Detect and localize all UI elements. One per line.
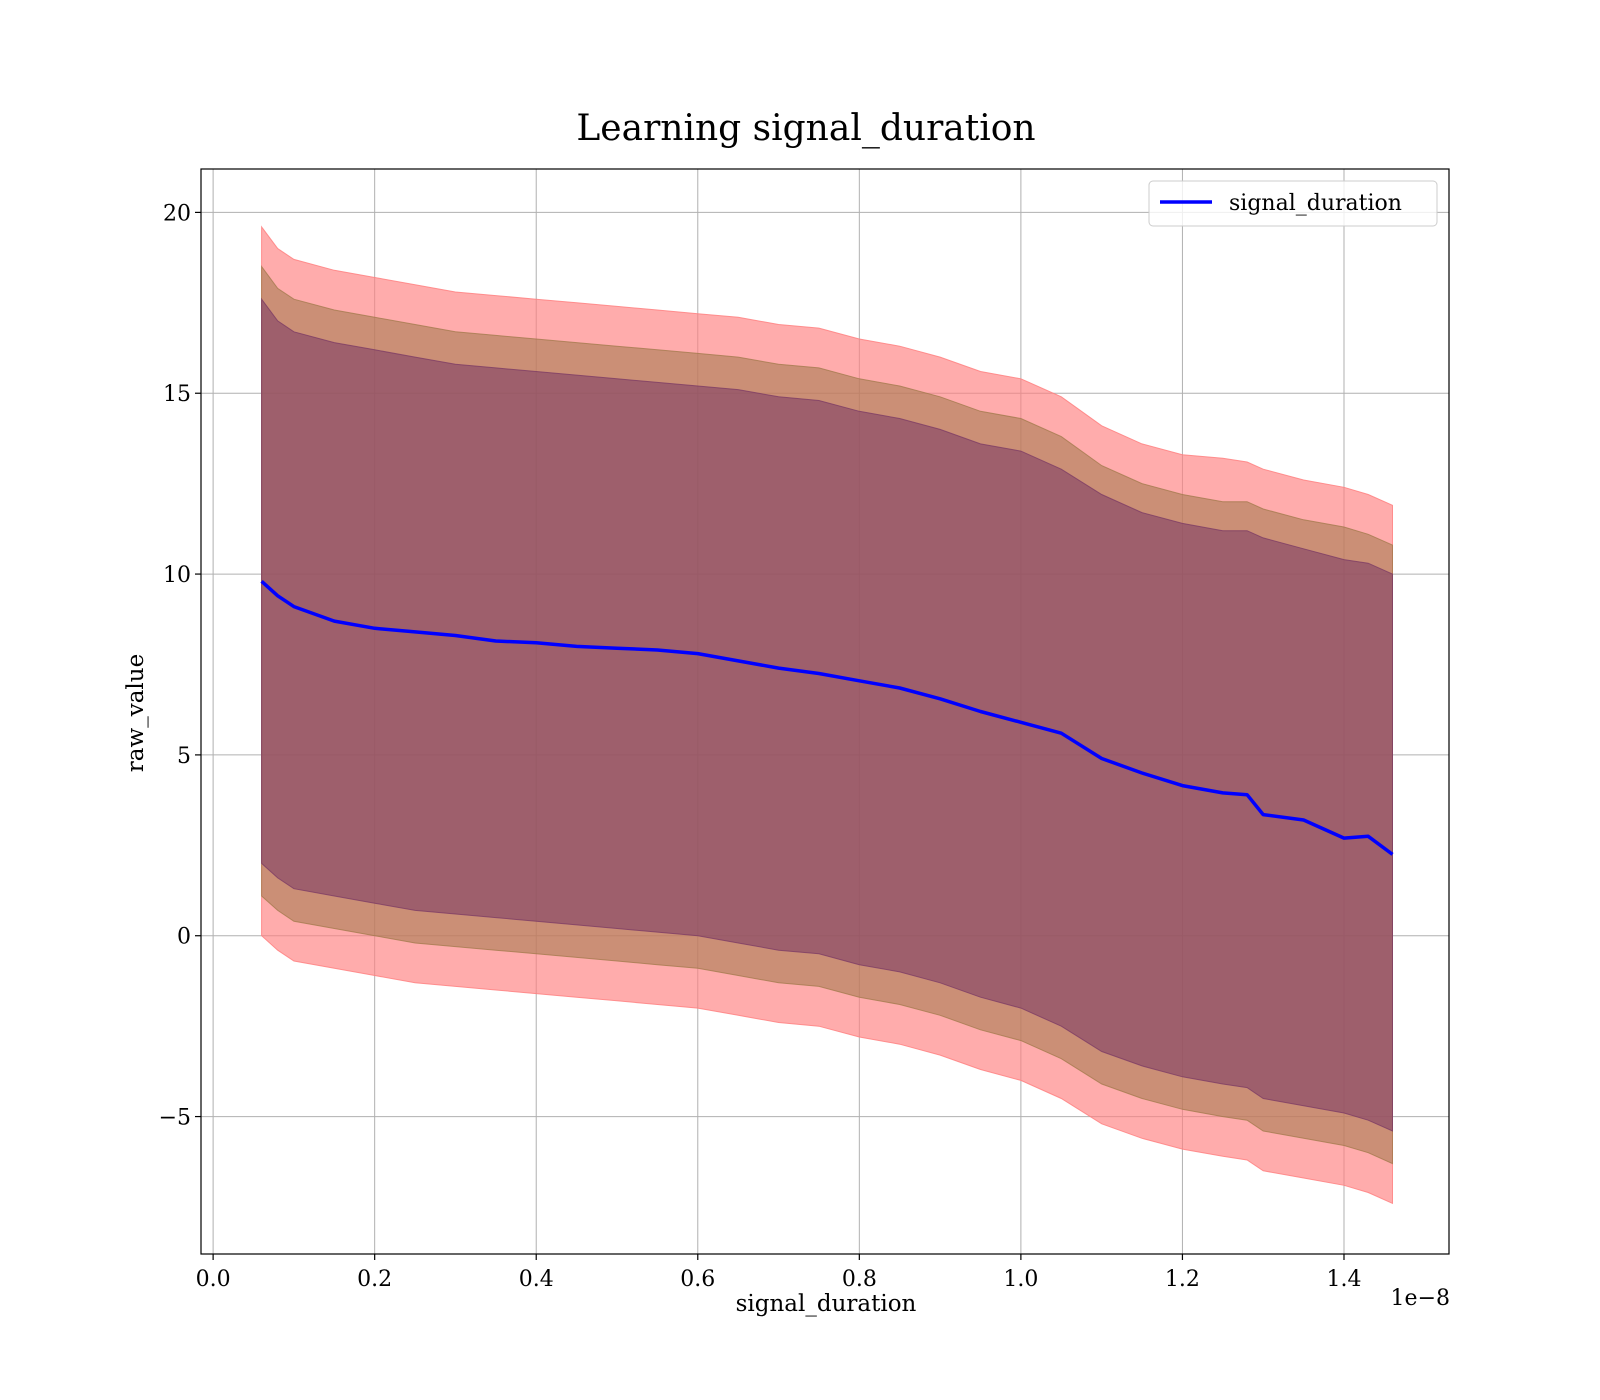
x-tick-label: 1.4 (1326, 1267, 1361, 1292)
series-line-signal-duration (260, 579, 1394, 856)
x-tick-label: 0.8 (842, 1267, 877, 1292)
y-tick-label: −5 (159, 1106, 191, 1131)
mean-line-layer (260, 579, 1394, 856)
x-tick-label: 0.0 (196, 1267, 231, 1292)
x-tick-label: 0.4 (519, 1267, 554, 1292)
x-tick-label: 0.6 (680, 1267, 715, 1292)
x-axis-offset-text: 1e−8 (1391, 1286, 1450, 1311)
y-tick-label: 0 (177, 925, 191, 950)
x-axis-label: signal_duration (736, 1291, 917, 1317)
y-tick-label: 15 (163, 382, 191, 407)
x-tick-label: 0.2 (357, 1267, 392, 1292)
y-axis-label: raw_value (123, 654, 149, 772)
confidence-bands (261, 225, 1393, 1205)
y-tick-label: 10 (163, 563, 191, 588)
legend-label: signal_duration (1229, 191, 1402, 216)
chart-title: Learning signal_duration (576, 108, 1035, 149)
x-tick-label: 1.2 (1165, 1267, 1200, 1292)
band-inner (261, 297, 1393, 1132)
x-axis-ticks: 0.0 0.2 0.4 0.6 0.8 1.0 1.2 1.4 (196, 1254, 1361, 1292)
legend-box (1148, 180, 1438, 227)
plot-frame (200, 168, 1450, 1255)
y-axis-ticks: −5 0 5 10 15 20 (159, 201, 201, 1131)
y-tick-label: 20 (163, 201, 191, 226)
x-tick-label: 1.0 (1003, 1267, 1038, 1292)
y-tick-label: 5 (177, 744, 191, 769)
legend: signal_duration (1148, 180, 1438, 227)
